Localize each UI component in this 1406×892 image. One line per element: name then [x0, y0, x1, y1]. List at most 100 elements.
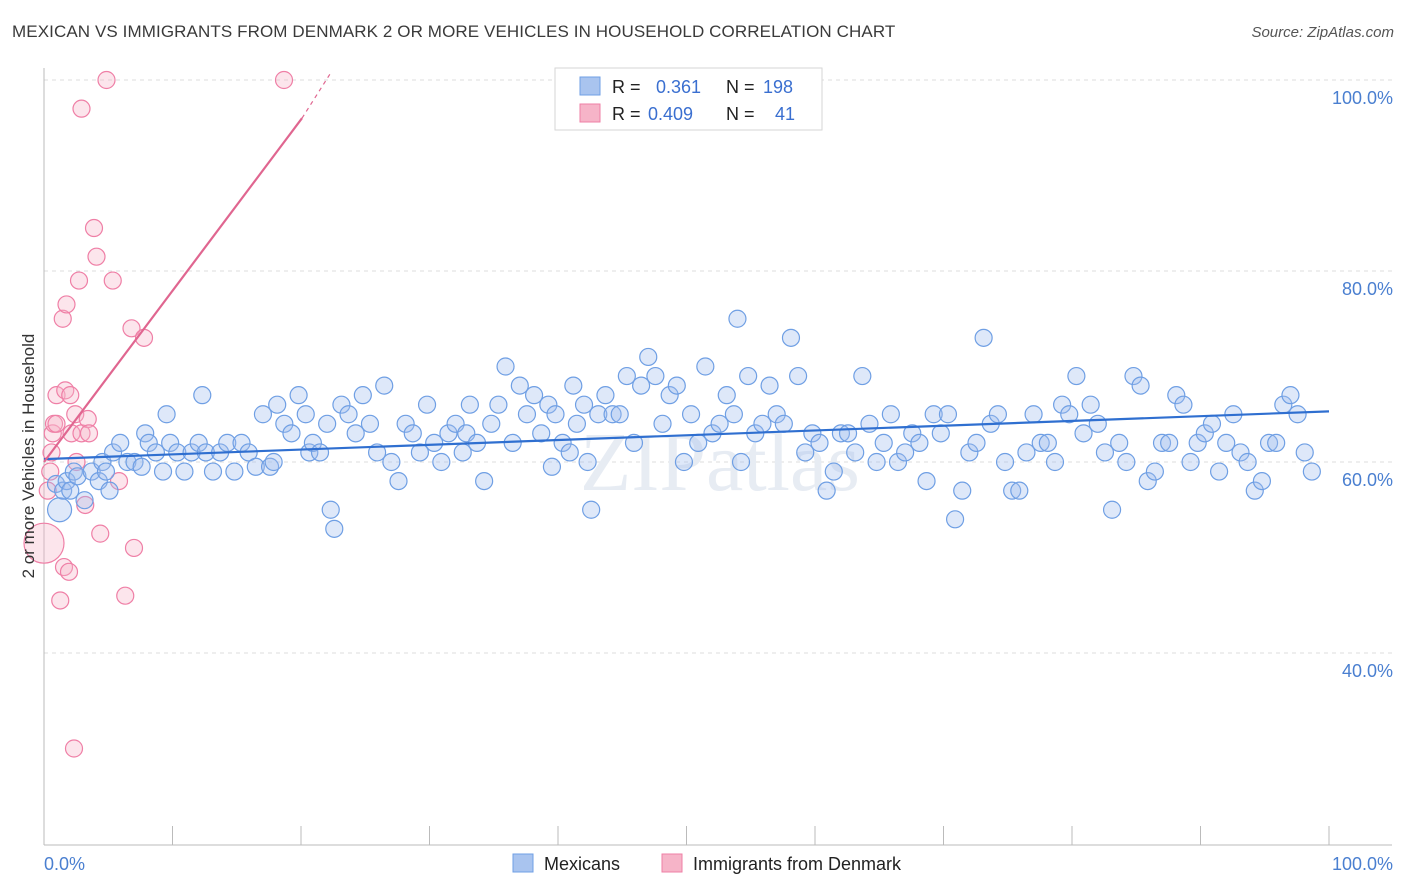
- mexican-point: [161, 433, 180, 452]
- mexican-point: [1131, 376, 1150, 395]
- mexican-point: [111, 433, 130, 452]
- mexican-point: [1117, 452, 1136, 472]
- mexican-point: [360, 414, 380, 433]
- mexican-point: [460, 395, 479, 414]
- mexican-point: [532, 424, 551, 443]
- mexican-point: [1181, 452, 1200, 472]
- mexican-point: [325, 519, 344, 538]
- mexican-point: [1110, 433, 1129, 452]
- mexican-point: [96, 462, 116, 481]
- denmark-point: [79, 424, 99, 443]
- denmark-point: [51, 591, 70, 610]
- mexican-point: [68, 467, 87, 486]
- mexican-point: [382, 452, 401, 472]
- mexican-point: [339, 405, 358, 424]
- denmark-point: [124, 538, 144, 558]
- mexican-point: [1074, 424, 1093, 443]
- mexican-point: [439, 424, 458, 443]
- mexican-point: [960, 443, 979, 462]
- mexican-point: [136, 424, 155, 443]
- mexican-point: [193, 386, 212, 405]
- mexican-point: [903, 424, 922, 443]
- x-tick-label-0: 0.0%: [44, 854, 85, 874]
- mexican-point: [389, 472, 408, 491]
- mexican-point: [974, 328, 993, 347]
- mexican-point: [1210, 462, 1229, 481]
- mexican-point: [1102, 500, 1122, 519]
- legend-swatch-mexicans: [579, 76, 601, 96]
- mexican-point: [268, 395, 287, 414]
- mexican-point: [246, 457, 265, 476]
- mexican-point: [1295, 443, 1314, 462]
- mexican-point: [774, 414, 793, 433]
- mexican-point: [517, 405, 537, 424]
- mexican-point: [789, 366, 808, 386]
- mexican-point: [717, 386, 736, 405]
- legend-r-label-0: R =: [612, 77, 641, 97]
- mexican-point: [310, 443, 330, 462]
- denmark-trend-line: [43, 117, 303, 463]
- mexican-point: [596, 386, 615, 405]
- legend-n-label-0: N =: [726, 77, 755, 97]
- mexican-point: [546, 405, 565, 424]
- mexican-point: [132, 457, 151, 476]
- mexican-point: [1081, 395, 1100, 414]
- mexican-point: [1145, 462, 1164, 481]
- mexican-point: [945, 510, 965, 529]
- bottom-legend-swatch-mexicans: [512, 853, 534, 873]
- denmark-point: [72, 99, 91, 118]
- mexican-point: [639, 347, 658, 367]
- bottom-legend-label-mexicans: Mexicans: [544, 854, 620, 874]
- y-tick-label-80: 80.0%: [1342, 279, 1393, 299]
- mexican-point: [524, 386, 544, 405]
- mexican-point: [1252, 472, 1272, 491]
- series-legend: Mexicans Immigrants from Denmark: [512, 853, 902, 874]
- denmark-point: [53, 309, 72, 328]
- mexican-point: [321, 500, 340, 519]
- denmark-point: [84, 218, 104, 238]
- legend-n-value-1: 41: [775, 104, 795, 124]
- mexican-point: [153, 462, 173, 481]
- denmark-point: [76, 495, 95, 515]
- mexican-point: [175, 462, 194, 481]
- denmark-point: [78, 409, 97, 429]
- denmark-point: [57, 295, 76, 314]
- mexican-point: [1088, 414, 1107, 433]
- correlation-legend: R = 0.361 N = 198 R = 0.409 N = 41: [554, 67, 823, 131]
- mexican-point: [203, 462, 223, 481]
- mexican-point: [578, 452, 597, 472]
- denmark-point: [116, 586, 135, 605]
- mexican-point: [803, 424, 822, 443]
- mexican-point: [888, 452, 908, 472]
- mexican-point: [874, 433, 893, 452]
- mexican-point: [489, 395, 508, 414]
- mexican-point: [1010, 481, 1029, 500]
- bottom-legend-swatch-denmark: [661, 853, 683, 873]
- mexican-point: [75, 491, 94, 510]
- mexican-point: [817, 481, 836, 500]
- mexican-point: [410, 443, 430, 462]
- mexican-point: [838, 424, 858, 443]
- y-tick-label-40: 40.0%: [1342, 661, 1393, 681]
- mexican-point: [660, 386, 679, 405]
- mexican-point: [938, 405, 958, 424]
- grid: [44, 79, 1392, 654]
- mexican-point: [432, 452, 451, 472]
- mexican-point: [146, 443, 165, 462]
- mexican-point: [253, 405, 273, 424]
- mexican-point: [332, 395, 351, 414]
- denmark-point: [59, 562, 79, 581]
- mexican-point: [57, 472, 76, 491]
- mexican-point: [810, 433, 829, 452]
- mexican-point: [1095, 443, 1115, 462]
- mexican-point: [61, 481, 80, 500]
- mexican-point: [603, 405, 622, 424]
- mexican-point: [353, 386, 372, 405]
- legend-r-label-1: R =: [612, 104, 641, 124]
- mexican-point: [54, 481, 73, 500]
- mexican-point: [917, 472, 936, 491]
- mexican-point: [189, 433, 208, 452]
- trend-lines: [43, 73, 1330, 463]
- denmark-point: [103, 271, 122, 290]
- mexican-point: [1217, 433, 1236, 452]
